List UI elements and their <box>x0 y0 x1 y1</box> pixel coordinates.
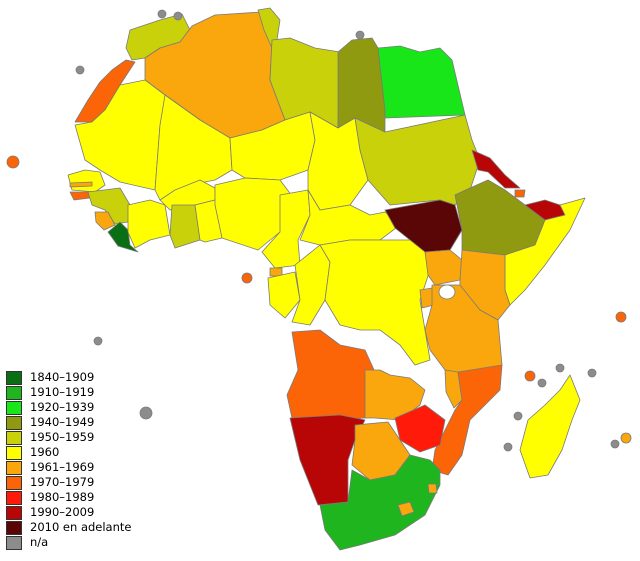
island-na-11 <box>355 30 365 40</box>
island-na-3 <box>537 378 547 388</box>
legend: 1840–1909 1910–1919 1920–1939 1940–1949 1950… <box>6 370 176 550</box>
legend-item: 1960 <box>6 445 176 460</box>
legend-swatch <box>6 460 22 475</box>
region-cyrenaica <box>337 37 386 133</box>
region-eswatini <box>427 483 438 494</box>
legend-label: 1970–1979 <box>30 475 95 489</box>
region-angola <box>286 329 376 421</box>
island-sao-tome <box>241 272 253 284</box>
region-car <box>299 189 401 246</box>
legend-swatch <box>6 505 22 520</box>
region-zambia <box>364 369 426 421</box>
region-gabon <box>267 271 301 319</box>
island-na-8 <box>610 439 620 449</box>
lake-victoria <box>438 284 456 300</box>
legend-swatch <box>6 520 22 535</box>
region-egypt <box>377 45 466 119</box>
island-na-4 <box>555 363 565 373</box>
legend-item: 1920–1939 <box>6 400 176 415</box>
legend-item: 1940–1949 <box>6 415 176 430</box>
island-na-12 <box>75 65 85 75</box>
island-seychelles <box>615 311 627 323</box>
region-eq-guinea <box>269 267 283 277</box>
island-na-5 <box>587 368 597 378</box>
legend-swatch <box>6 430 22 445</box>
island-na-2 <box>93 336 103 346</box>
legend-swatch <box>6 445 22 460</box>
region-gambia <box>69 181 93 188</box>
region-uganda <box>424 249 463 286</box>
island-na-10 <box>173 11 183 21</box>
island-cape-verde <box>6 155 20 169</box>
region-south-africa <box>319 454 441 551</box>
legend-label: 1920–1939 <box>30 400 95 414</box>
legend-item: 1840–1909 <box>6 370 176 385</box>
legend-item: 2010 en adelante <box>6 520 176 535</box>
legend-label: n/a <box>30 535 49 549</box>
island-na-9 <box>157 9 167 19</box>
legend-swatch <box>6 535 22 550</box>
legend-item: n/a <box>6 535 176 550</box>
region-cote-divoire <box>127 199 171 249</box>
legend-label: 2010 en adelante <box>30 520 132 534</box>
island-na-6 <box>513 411 523 421</box>
island-na-1 <box>139 406 153 420</box>
legend-item: 1950–1959 <box>6 430 176 445</box>
legend-label: 1910–1919 <box>30 385 95 399</box>
region-eritrea <box>471 149 521 189</box>
legend-item: 1910–1919 <box>6 385 176 400</box>
region-guinea-bissau <box>69 191 91 201</box>
legend-item: 1990–2009 <box>6 505 176 520</box>
legend-label: 1980–1989 <box>30 490 95 504</box>
region-sudan <box>354 114 481 206</box>
region-togo-benin <box>194 199 223 243</box>
legend-swatch <box>6 415 22 430</box>
region-ghana <box>169 204 201 249</box>
legend-item: 1961–1969 <box>6 460 176 475</box>
region-sierra-leone <box>94 211 116 231</box>
legend-item: 1970–1979 <box>6 475 176 490</box>
region-madagascar <box>519 374 581 479</box>
legend-label: 1950–1959 <box>30 430 95 444</box>
region-western-sahara <box>74 59 136 123</box>
region-liberia <box>107 221 139 253</box>
legend-label: 1840–1909 <box>30 370 95 384</box>
region-malawi <box>444 369 463 409</box>
region-lesotho <box>397 501 415 517</box>
legend-swatch <box>6 475 22 490</box>
legend-swatch <box>6 370 22 385</box>
region-namibia <box>289 414 366 506</box>
legend-label: 1960 <box>30 445 60 459</box>
legend-swatch <box>6 400 22 415</box>
legend-label: 1990–2009 <box>30 505 95 519</box>
region-senegal <box>67 169 106 193</box>
region-djibouti <box>514 189 526 198</box>
legend-swatch <box>6 490 22 505</box>
island-comoros <box>524 370 536 382</box>
region-drc <box>319 239 431 366</box>
legend-item: 1980–1989 <box>6 490 176 505</box>
legend-label: 1940–1949 <box>30 415 95 429</box>
island-na-7 <box>503 442 513 452</box>
region-ethiopia <box>454 179 546 256</box>
legend-label: 1961–1969 <box>30 460 95 474</box>
legend-swatch <box>6 385 22 400</box>
island-mauritius <box>620 432 632 444</box>
